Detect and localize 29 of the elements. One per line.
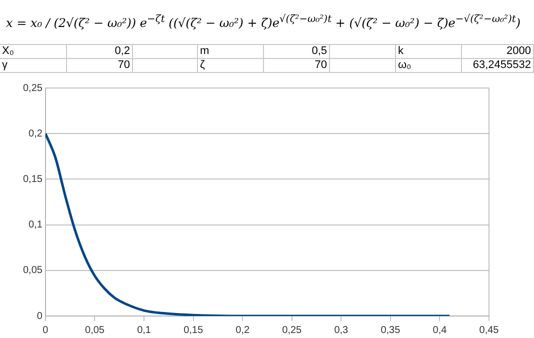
y-tick-label: 0,2 bbox=[28, 128, 43, 140]
text: 0,2 bbox=[67, 45, 133, 59]
x-tick-label: 0,4 bbox=[432, 324, 448, 336]
y-tick-label: 0,1 bbox=[28, 220, 43, 231]
text: m bbox=[198, 45, 264, 59]
text: 70 bbox=[264, 59, 330, 73]
line-series bbox=[45, 132, 451, 316]
x-tick-label: 0,15 bbox=[184, 324, 204, 336]
text: 63,2455532 bbox=[462, 59, 534, 73]
text: X₀ bbox=[0, 45, 67, 59]
x-tick-label: 0,05 bbox=[85, 324, 105, 336]
x-tick-label: 0,45 bbox=[479, 324, 500, 336]
x-tick-label: 0,35 bbox=[380, 324, 401, 336]
y-tick-label: 0,15 bbox=[22, 174, 43, 185]
y-tick-label: 0 bbox=[36, 310, 43, 322]
text: 0,5 bbox=[264, 45, 330, 59]
y-tick-label: 0,05 bbox=[22, 265, 43, 276]
y-tick-label: 0,25 bbox=[22, 82, 43, 94]
x-tick-label: 0,25 bbox=[282, 324, 302, 336]
text: ω₀ bbox=[396, 59, 462, 73]
x-tick-label: 0,1 bbox=[137, 324, 152, 336]
text: 70 bbox=[67, 59, 133, 73]
text: k bbox=[396, 45, 462, 59]
text: γ bbox=[0, 59, 67, 73]
text: 2000 bbox=[462, 45, 534, 59]
text: x = x₀ / (2√(ζ² − ω₀²)) e$^{−ζt}$ ((√(ζ² − ω₀²) + ζ)e$^{√(ζ²−ω₀²)t}$ + (√(ζ² − ω₀²) − ζ)e$^{−√(ζ²−ω₀²)t}$) bbox=[6, 14, 521, 30]
x-tick-label: 0,3 bbox=[334, 324, 349, 336]
text: ζ bbox=[198, 59, 264, 73]
x-tick-label: 0,2 bbox=[236, 324, 250, 336]
